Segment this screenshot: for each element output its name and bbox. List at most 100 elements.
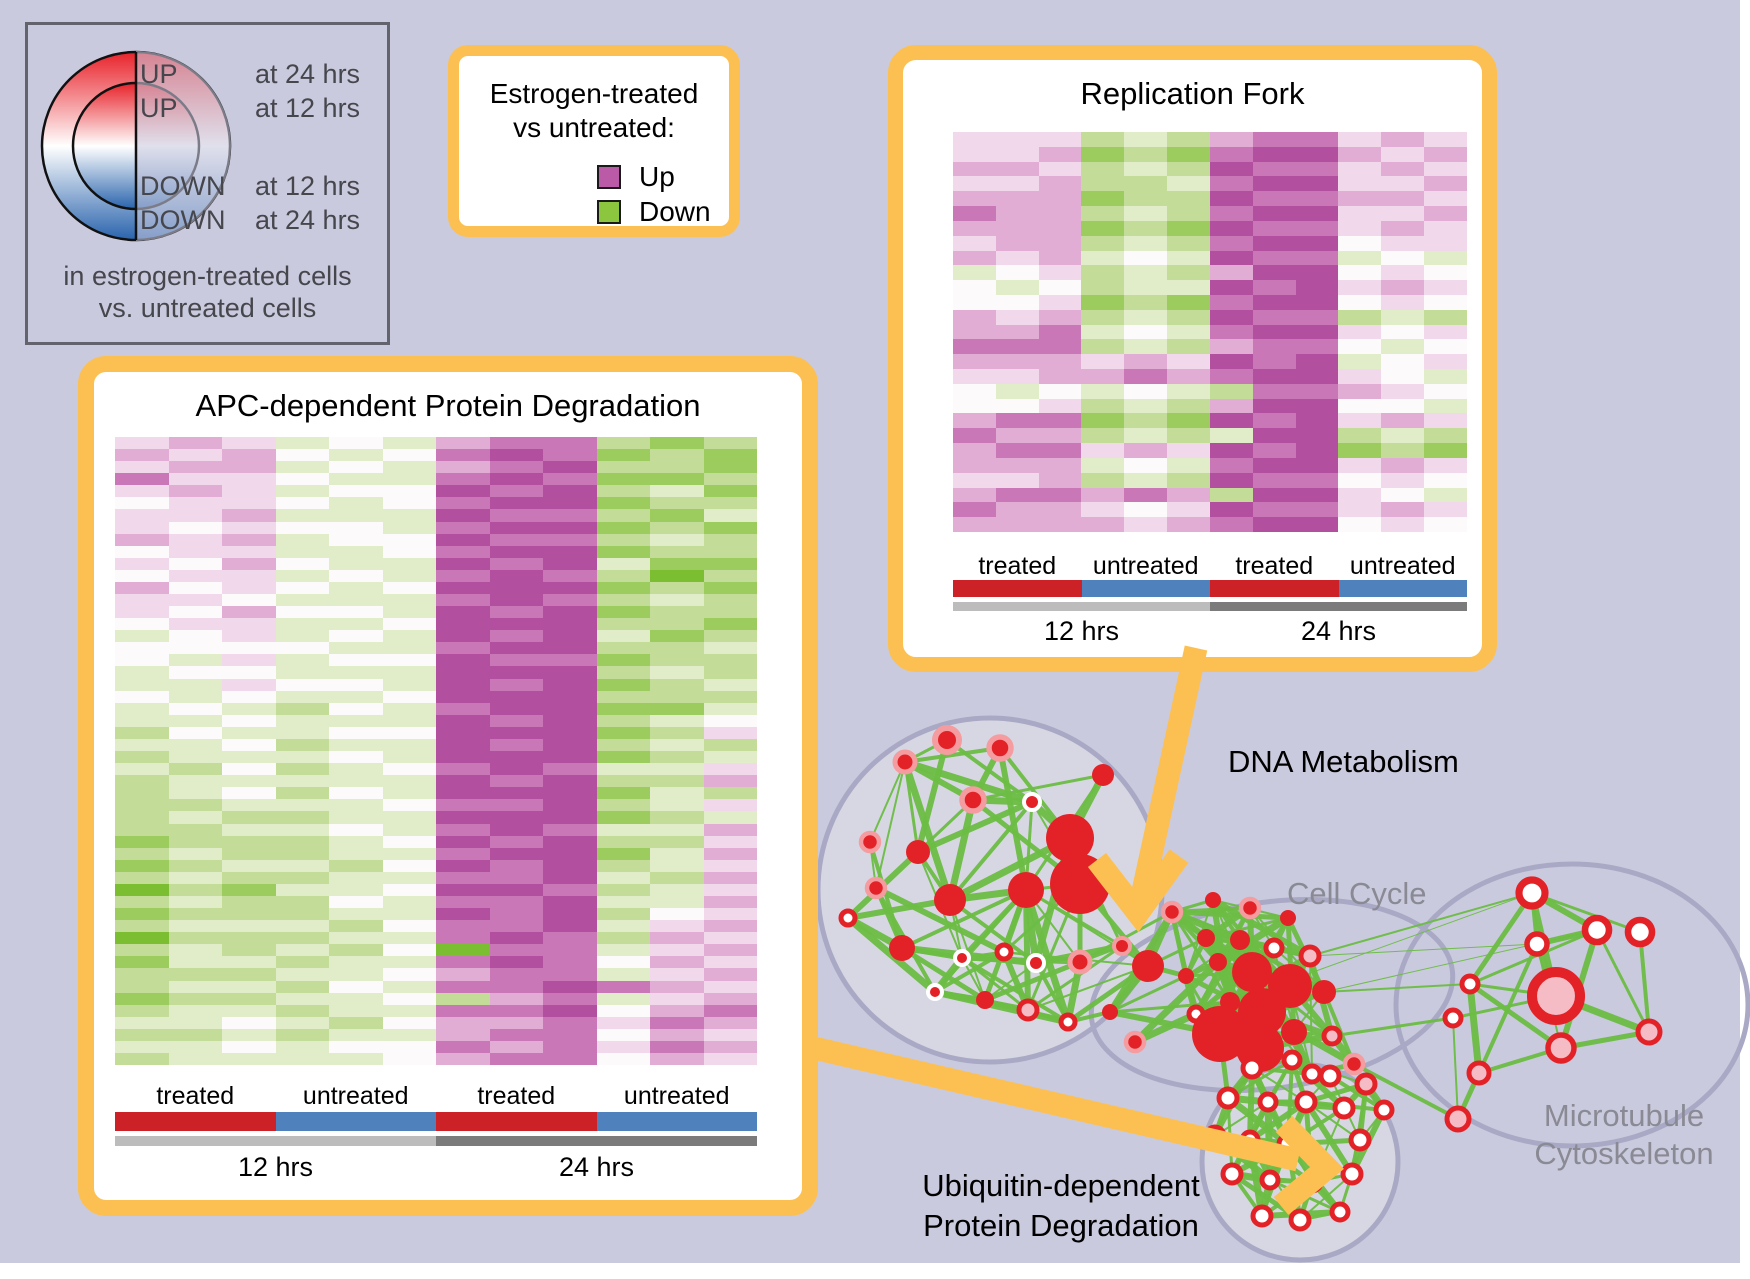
apc-panel: APC-dependent Protein Degradation treate… [78,356,818,1216]
heatmap-cell [543,847,597,860]
heatmap-cell [436,581,490,595]
heatmap-cell [436,1028,490,1041]
heatmap-cell [489,545,543,558]
heatmap-cell [650,883,704,896]
gene-node-dna [1132,950,1164,982]
heatmap-cell [1124,487,1168,503]
heatmap-cell [382,980,436,993]
heatmap-cell [222,509,276,522]
heatmap-cell [543,811,597,824]
heatmap-cell [329,787,383,800]
gene-node-ub [1340,1162,1364,1186]
heatmap-cell [489,944,543,957]
heatmap-cell [168,545,222,558]
heatmap-cell [168,823,222,836]
heatmap-cell [329,690,383,703]
heatmap-cell [275,799,329,812]
heatmap-cell [703,437,757,450]
heatmap-cell [1424,339,1467,355]
heatmap-cell [953,502,996,518]
heatmap-cell [1381,443,1425,458]
heatmap-cell [650,787,704,800]
apc-label-24hrs: 24 hrs [558,1152,635,1182]
gene-node-ub [1373,1099,1395,1121]
heatmap-cell [382,509,436,522]
heatmap-cell [1167,250,1210,266]
apc-label-12hrs: 12 hrs [237,1152,314,1182]
heatmap-cell [275,835,329,848]
heatmap-cell [1381,472,1425,488]
heatmap-cell [1124,369,1168,384]
rf-bar-untreated-24 [1338,580,1467,597]
heatmap-cell [1295,339,1339,355]
heatmap-cell [650,992,704,1005]
heatmap-cell [1038,457,1082,473]
heatmap-cell [1338,487,1382,503]
heatmap-cell [1209,472,1253,488]
heatmap-cell [168,1028,222,1041]
heatmap-cell [995,517,1039,532]
heatmap-cell [543,1004,597,1017]
heatmap-cell [953,443,996,458]
edge [1192,938,1244,1016]
heatmap-cell [543,1028,597,1041]
heatmap-cell [1252,339,1296,355]
heatmap-cell [329,1052,383,1066]
heatmap-cell [1295,309,1339,325]
heatmap-cell [1081,206,1125,221]
heatmap-cell [703,594,757,607]
heatmap-cell [650,485,704,498]
heatmap-cell [650,509,704,522]
heatmap-cell [115,895,169,909]
heatmap-cell [275,980,329,993]
gene-node-dna [1026,953,1046,973]
heatmap-cell [168,654,222,667]
heatmap-cell [329,811,383,824]
gene-node-cc [1102,1004,1118,1020]
ring-caption-line2: vs. untreated cells [98,293,317,323]
heatmap-cell [1424,250,1467,266]
heatmap-cell [1124,383,1168,399]
microtubule-label-line2: Cytoskeleton [1534,1136,1714,1171]
heatmap-cell [543,485,597,498]
heatmap-row [115,968,757,981]
heatmap-cell [382,654,436,667]
heatmap-cell [329,799,383,812]
heatmap-cell [222,968,276,981]
heatmap-cell [115,521,169,534]
heatmap-cell [275,521,329,534]
heatmap-cell [596,883,650,896]
heatmap-cell [543,763,597,776]
heatmap-cell [275,908,329,921]
apc-time-labels: 12 hrs 24 hrs [115,1152,757,1183]
heatmap-cell [1081,191,1125,207]
heatmap-cell [995,235,1039,251]
heatmap-cell [115,908,169,921]
heatmap-cell [543,521,597,534]
heatmap-cell [596,678,650,691]
apc-bar-treated-24 [436,1112,597,1131]
heatmap-cell [1081,132,1125,147]
gene-node-dna [1092,764,1114,786]
heatmap-cell [1381,502,1425,518]
heatmap-cell [1038,354,1082,369]
heatmap-cell [1424,265,1467,281]
heatmap-cell [222,799,276,812]
heatmap-cell [1381,354,1425,369]
heatmap-cell [382,473,436,486]
heatmap-cell [1081,339,1125,355]
heatmap-cell [1381,339,1425,355]
heatmap-cell [1167,146,1210,162]
heatmap-cell [995,457,1039,473]
heatmap-cell [115,497,169,510]
updown-legend-box: Estrogen-treated vs untreated: Up Down [448,45,740,237]
gene-node-dna [986,734,1014,762]
heatmap-cell [650,581,704,595]
heatmap-cell [1038,206,1082,221]
heatmap-cell [222,738,276,752]
heatmap-cell [596,920,650,933]
heatmap-cell [1167,235,1210,251]
heatmap-cell [1381,428,1425,444]
heatmap-cell [115,1052,169,1066]
heatmap-cell [222,871,276,884]
